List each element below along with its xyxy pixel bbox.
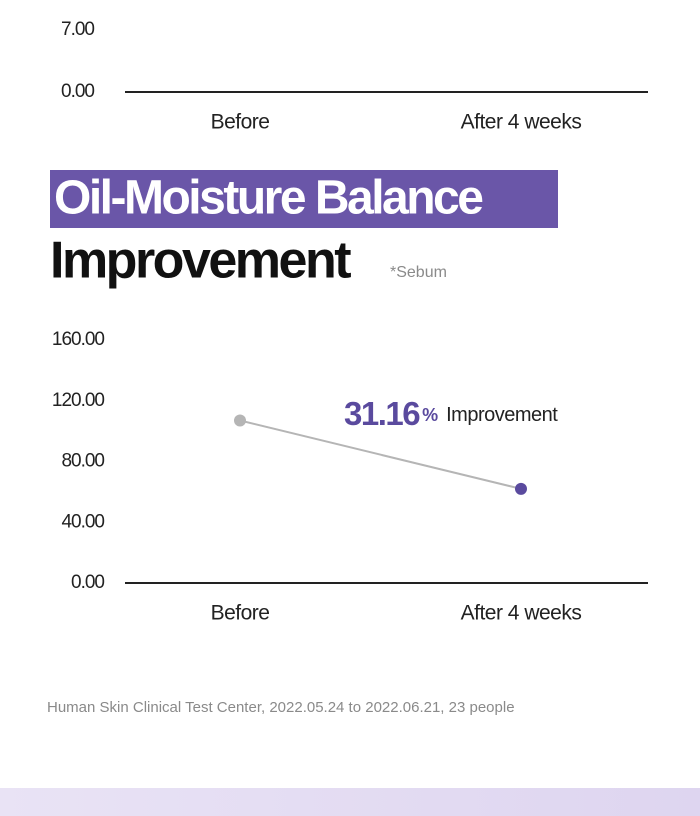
annotation-value: 31.16 [344, 395, 420, 432]
annotation-text: Improvement [446, 404, 558, 426]
y-tick-label: 80.00 [61, 451, 104, 472]
title-highlight [50, 170, 558, 228]
x-tick-label: Before [211, 111, 270, 134]
chart-title: Oil-Moisture Balance [54, 172, 483, 225]
x-tick-label: After 4 weeks [461, 602, 582, 625]
point [234, 414, 246, 427]
chart-subtitle: Improvement [50, 232, 351, 290]
line [239, 419, 522, 490]
note: *Sebum [390, 264, 447, 281]
y-tick-label: 7.00 [61, 19, 94, 40]
y-tick-label: 120.00 [52, 390, 105, 411]
x-tick-label: After 4 weeks [461, 111, 582, 134]
source: Human Skin Clinical Test Center, 2022.05… [47, 699, 515, 716]
annotation: 31.16% Improvement [344, 395, 558, 432]
footer-band [0, 788, 700, 816]
point [515, 482, 527, 495]
y-tick-label: 0.00 [71, 572, 104, 593]
annotation-unit: % [422, 405, 438, 425]
y-tick-label: 40.00 [61, 511, 104, 532]
x-tick-label: Before [211, 602, 270, 625]
y-tick-label: 0.00 [61, 81, 94, 102]
y-tick-label: 160.00 [52, 329, 105, 350]
